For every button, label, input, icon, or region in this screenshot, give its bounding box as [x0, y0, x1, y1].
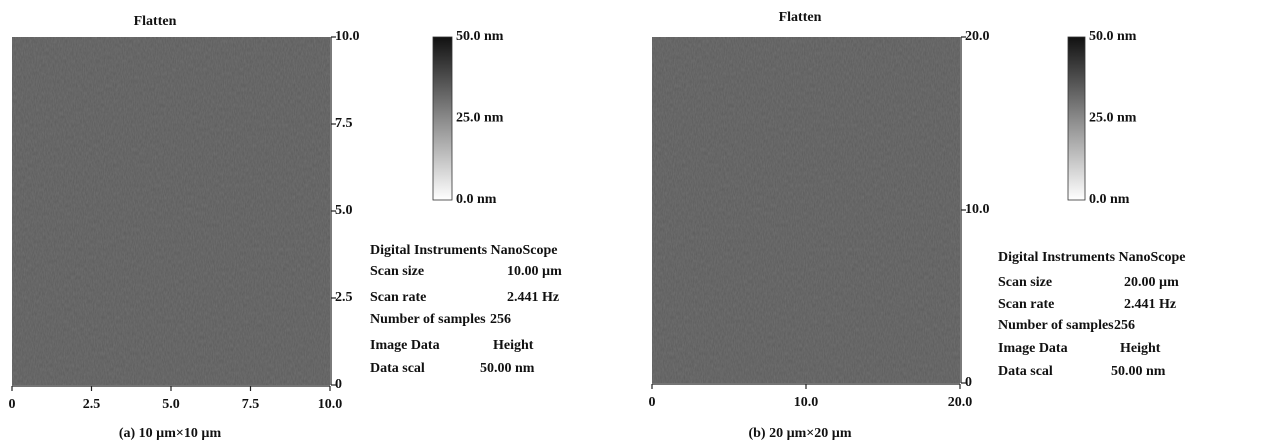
info-value: Height — [493, 338, 534, 353]
info-value: 50.00 nm — [1111, 364, 1166, 379]
y-tick-label: 2.5 — [335, 290, 353, 305]
colorbar — [433, 37, 452, 200]
info-value: 2.441 Hz — [1124, 297, 1176, 312]
colorbar-label: 0.0 nm — [456, 192, 497, 207]
x-tick-label: 0 — [649, 395, 656, 410]
info-value: 20.00 µm — [1124, 275, 1179, 290]
colorbar-label: 50.0 nm — [1089, 29, 1137, 44]
afm-texture — [12, 37, 330, 385]
x-tick-label: 2.5 — [83, 397, 101, 412]
info-label: Image Data — [998, 341, 1068, 356]
panel-title: Flatten — [779, 10, 822, 25]
y-tick-label: 10.0 — [335, 29, 360, 44]
info-label: Data scal — [370, 361, 425, 376]
info-label: Image Data — [370, 338, 440, 353]
info-label: Scan rate — [370, 290, 426, 305]
caption: (b) 20 µm×20 µm — [748, 426, 851, 441]
colorbar-label: 50.0 nm — [456, 29, 504, 44]
colorbar-label: 25.0 nm — [456, 111, 504, 126]
figure: Flatten 0 2.5 5.0 7.5 10.0 0 2.5 5.0 7.5 10.0 50.0 … — [0, 0, 1267, 443]
info-value: 256 — [1114, 318, 1135, 333]
info-label: Scan size — [998, 275, 1052, 290]
x-tick-label: 5.0 — [162, 397, 180, 412]
instrument: Digital Instruments NanoScope — [370, 243, 557, 258]
y-tick-label: 7.5 — [335, 116, 353, 131]
x-tick-label: 20.0 — [948, 395, 973, 410]
info-label: Scan rate — [998, 297, 1054, 312]
info-label: Scan size — [370, 264, 424, 279]
info-label: Data scal — [998, 364, 1053, 379]
info-value: 10.00 µm — [507, 264, 562, 279]
info-label: Number of samples — [998, 318, 1114, 333]
info-value: Height — [1120, 341, 1161, 356]
colorbar — [1068, 37, 1085, 200]
y-tick-label: 0 — [965, 375, 972, 390]
y-tick-label: 20.0 — [965, 29, 990, 44]
info-value: 256 — [490, 312, 511, 327]
y-tick-label: 10.0 — [965, 202, 990, 217]
colorbar-label: 0.0 nm — [1089, 192, 1130, 207]
x-tick-label: 10.0 — [318, 397, 343, 412]
afm-texture — [652, 37, 960, 383]
y-tick-label: 0 — [335, 377, 342, 392]
x-tick-label: 0 — [9, 397, 16, 412]
panel-title: Flatten — [134, 14, 177, 29]
x-tick-label: 7.5 — [242, 397, 260, 412]
caption: (a) 10 µm×10 µm — [119, 426, 222, 441]
y-tick-label: 5.0 — [335, 203, 353, 218]
x-tick-label: 10.0 — [794, 395, 819, 410]
info-value: 2.441 Hz — [507, 290, 559, 305]
info-label: Number of samples — [370, 312, 486, 327]
info-value: 50.00 nm — [480, 361, 535, 376]
instrument: Digital Instruments NanoScope — [998, 250, 1185, 265]
colorbar-label: 25.0 nm — [1089, 111, 1137, 126]
